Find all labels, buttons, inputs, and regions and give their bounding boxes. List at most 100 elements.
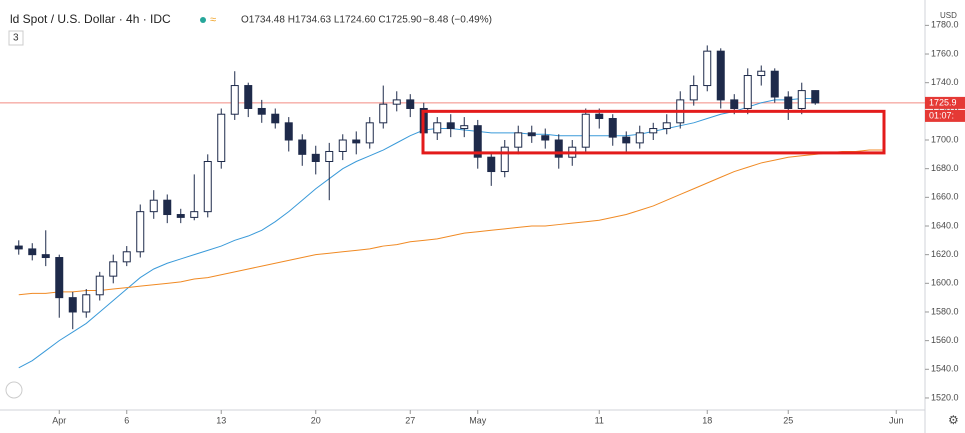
candle-body [190,211,199,218]
candle-body [608,118,617,138]
candle-body [338,139,347,152]
candle-body [797,90,806,109]
candle-body [163,199,172,216]
candle-body [635,132,644,144]
x-tick-label: 11 [595,415,604,425]
status-dot[interactable] [200,17,206,23]
x-tick-label: 18 [702,415,712,425]
candle-body [406,99,415,109]
candle-body [689,85,698,101]
x-tick-label: 13 [216,415,226,425]
candle-body [622,136,631,144]
x-tick-label: 20 [311,415,321,425]
candle-body [352,139,361,144]
candle-body [28,248,37,256]
candle-body [473,125,482,158]
candle-body [716,50,725,101]
y-tick-label: 1520.0 [931,392,959,402]
y-tick-label: 1660.0 [931,192,959,202]
x-tick-label: 27 [405,415,415,425]
price-tag [925,96,965,109]
candle-body [446,122,455,130]
y-tick-label: 1760.0 [931,48,959,58]
candle-body [487,156,496,173]
y-tick-label: 1680.0 [931,163,959,173]
candle-body [514,132,523,148]
candle-body [595,113,604,120]
candle-body [284,122,293,141]
settings-icon[interactable]: ⚙ [948,413,959,427]
candle-body [41,254,50,259]
ohlc: O1734.48 H1734.63 L1724.60 C1725.90 [241,15,422,26]
plot [0,45,925,369]
candle-body [325,150,334,163]
y-tick-label: 1580.0 [931,306,959,316]
y-tick-label: 1640.0 [931,220,959,230]
candle-body [257,107,266,115]
candle-body [811,90,820,104]
y-tick-label: 1700.0 [931,134,959,144]
x-tick-label: May [469,415,487,425]
candle-body [757,70,766,77]
candle-body [244,85,253,109]
moving-average [18,149,883,296]
y-tick-label: 1600.0 [931,278,959,288]
candle-body [500,146,509,173]
change: −8.48 (−0.49%) [423,15,492,26]
status-icon[interactable]: ≈ [210,14,216,26]
candle-body [581,113,590,148]
candle-body [730,99,739,109]
candle-body [784,96,793,109]
symbol: ld Spot / U.S. Dollar · 4h · IDC [10,12,171,26]
candle-body [311,153,320,163]
countdown-label: 01:07: [929,110,954,120]
candle-body [109,261,118,277]
candle-body [460,125,469,130]
y-tick-label: 1740.0 [931,77,959,87]
candle-body [122,251,131,263]
candle-body [55,257,64,299]
x-tick-label: Jun [889,415,904,425]
candle-body [136,211,145,253]
candle-body [217,113,226,163]
candle-body [230,85,239,115]
candle-body [379,103,388,124]
scroll-button[interactable] [5,381,23,399]
candle-body [203,161,212,213]
currency: USD [940,11,957,20]
candle-body [541,135,550,141]
moving-average [18,97,816,369]
candle-body [271,113,280,124]
candle-body [527,132,536,137]
candle-body [68,297,77,313]
candle-body [149,199,158,213]
candle-body [433,122,442,134]
candle-body [365,122,374,144]
candle-body [298,139,307,155]
y-tick-label: 1540.0 [931,364,959,374]
price-tag-label: 1725.9 [929,97,957,107]
candle-body [662,122,671,130]
y-tick-label: 1620.0 [931,249,959,259]
badge-box[interactable] [8,30,24,46]
candle-body [95,275,104,296]
badge[interactable]: 3 [13,33,19,44]
candle-body [703,50,712,87]
y-tick-label: 1560.0 [931,335,959,345]
zone-box [421,109,886,155]
countdown-tag [925,109,965,122]
x-tick-label: Apr [52,415,66,425]
x-tick-label: 6 [124,415,129,425]
candle-body [649,128,658,134]
candle-body [554,139,563,158]
candle-body [392,99,401,105]
candle-body [770,70,779,98]
candle-body [176,214,185,218]
x-tick-label: 25 [783,415,793,425]
y-tick-label: 1780.0 [931,20,959,30]
candle-body [14,245,23,250]
candle-body [743,75,752,109]
candle-body [82,294,91,313]
